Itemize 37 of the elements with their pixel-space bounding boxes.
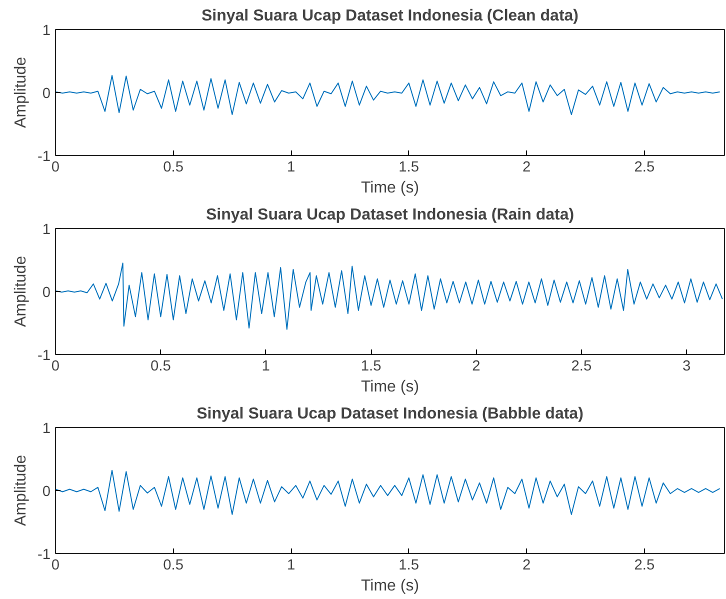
y-axis-title: Amplitude xyxy=(12,454,30,526)
x-tick-label: 2 xyxy=(522,558,531,574)
y-tick-label: 0 xyxy=(42,86,51,102)
line-series xyxy=(56,262,723,330)
line-series xyxy=(56,470,720,515)
chart-title: Sinyal Suara Ucap Dataset Indonesia (Rain data) xyxy=(206,206,574,224)
x-axis-title: Time (s) xyxy=(360,378,420,396)
x-tick-label: 1 xyxy=(262,358,270,374)
x-tick-label: 3 xyxy=(682,358,691,374)
x-tick-label: 1.5 xyxy=(398,558,420,574)
y-tick-label: -1 xyxy=(37,149,51,165)
x-tick-label: 0.5 xyxy=(163,558,184,574)
x-tick-label: 1 xyxy=(286,160,296,176)
y-tick-label: 1 xyxy=(42,421,51,437)
chart-title: Sinyal Suara Ucap Dataset Indonesia (Clean data) xyxy=(201,8,579,24)
x-tick-label: 0.5 xyxy=(163,160,184,176)
x-axis-title: Time (s) xyxy=(360,180,420,196)
x-tick-label: 2 xyxy=(472,358,480,374)
y-tick-label: 0 xyxy=(42,285,51,301)
x-tick-label: 1.5 xyxy=(360,358,382,374)
y-tick-label: 0 xyxy=(42,484,51,500)
x-tick-label: 1 xyxy=(286,558,296,574)
x-tick-label: 2 xyxy=(522,160,531,176)
chart-title: Sinyal Suara Ucap Dataset Indonesia (Babble data) xyxy=(196,406,584,422)
y-tick-label: 1 xyxy=(42,23,51,39)
x-axis-title: Time (s) xyxy=(360,578,420,594)
y-tick-label: -1 xyxy=(37,348,51,364)
x-tick-label: 1.5 xyxy=(398,160,420,176)
y-axis-title: Amplitude xyxy=(12,256,30,328)
x-tick-label: 2.5 xyxy=(634,558,655,574)
x-tick-label: 2.5 xyxy=(571,358,592,374)
x-tick-label: 2.5 xyxy=(634,160,655,176)
x-tick-label: 0.5 xyxy=(150,358,171,374)
y-axis-title: Amplitude xyxy=(12,56,30,128)
line-series xyxy=(56,74,720,116)
y-tick-label: -1 xyxy=(37,547,51,563)
y-tick-label: 1 xyxy=(42,222,51,238)
